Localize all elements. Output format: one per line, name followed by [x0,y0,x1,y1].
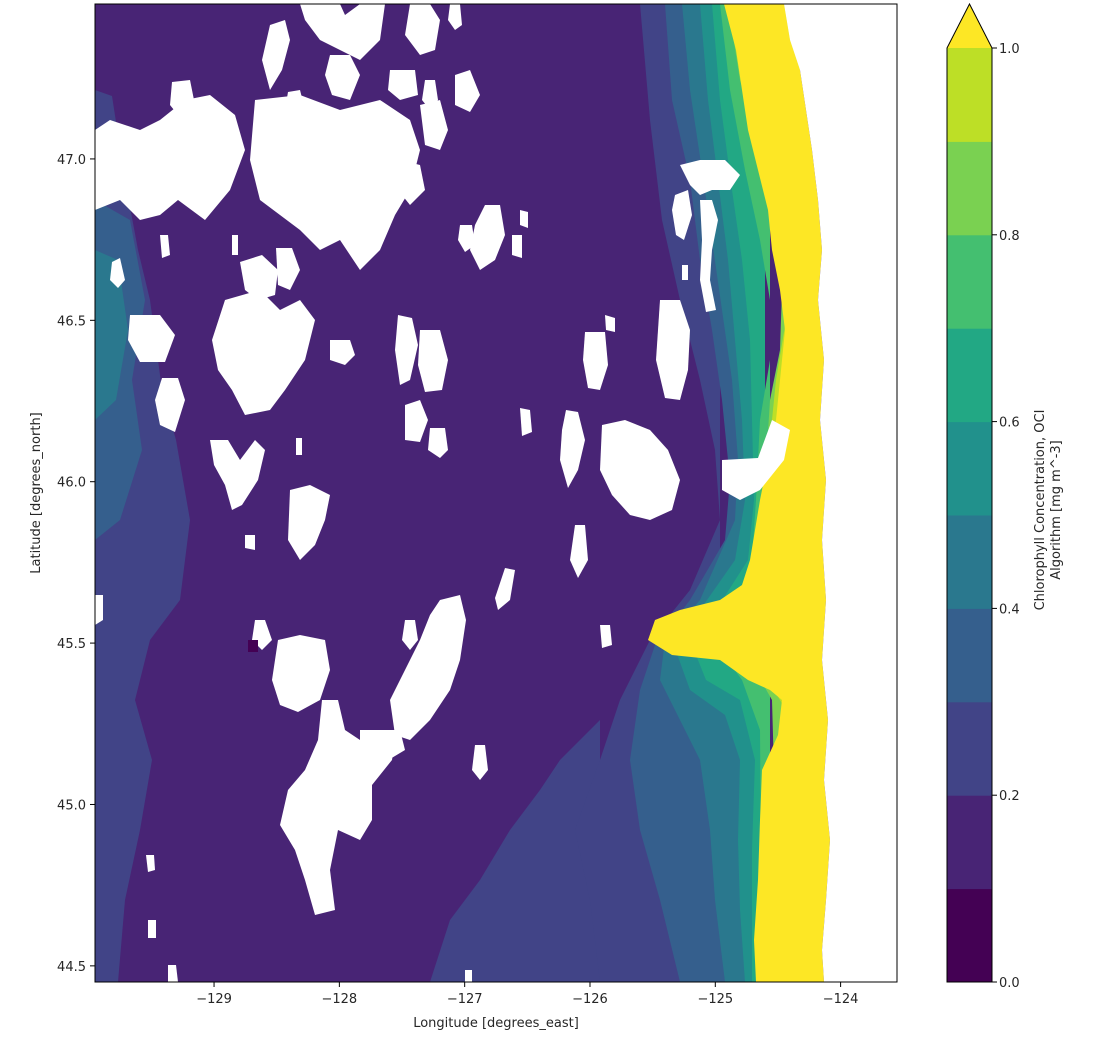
y-tick-label: 45.0 [57,798,86,813]
y-tick-label: 44.5 [57,960,86,975]
colorbar-tick-label: 0.0 [999,976,1020,991]
field-band-0.4-0.5-west [95,250,128,420]
colorbar-tick-label: 0.6 [999,416,1020,431]
colorbar [946,2,993,983]
colorbar-extend-triangle [947,4,992,48]
field-band-0.6-0.7-coast [690,4,765,982]
x-tick-label: −124 [823,992,859,1007]
colorbar-tick-label: 0.4 [999,602,1020,617]
colorbar-segment [947,234,992,329]
colorbar-segment [947,141,992,236]
field-band-over-1.0-coast [648,4,830,982]
colorbar-tick-label: 1.0 [999,42,1020,57]
colorbar-segment [947,701,992,796]
colorbar-label-line1: Chlorophyll Concentration, OCI [1033,410,1048,611]
colorbar-segment [947,888,992,983]
colorbar-segment [947,515,992,609]
colorbar-segment [947,795,992,890]
x-axis-label: Longitude [degrees_east] [413,1016,579,1031]
x-tick-label: −127 [447,992,483,1007]
colorbar-tick-label: 0.2 [999,789,1020,804]
y-tick-label: 46.5 [57,314,86,329]
y-tick-label: 47.0 [57,153,86,168]
plot-frame [94,3,898,983]
x-tick-label: −128 [322,992,358,1007]
x-tick-label: −125 [697,992,733,1007]
field-band-0.0-0.1-speck [248,640,258,652]
colorbar-tick-label: 0.8 [999,229,1020,244]
y-tick-label: 46.0 [57,476,86,491]
y-axis-label: Latitude [degrees_north] [29,412,44,573]
colorbar-segment [947,48,992,142]
y-tick-label: 45.5 [57,637,86,652]
x-axis: −129 −128 −127 −126 −125 −124 [196,982,858,1007]
field-band-0.5-0.6-coast [672,4,762,982]
colorbar-ticks: 0.0 0.2 0.4 0.6 0.8 1.0 [992,42,1020,991]
colorbar-segment [947,421,992,516]
land-no-data [784,4,897,982]
colorbar-label-line2: Algorithm [mg m^-3] [1049,440,1064,580]
colorbar-segment [947,608,992,703]
y-axis: 44.5 45.0 45.5 46.0 46.5 47.0 [57,153,95,975]
plot-area [95,4,897,982]
field-band-0.2-0.3-south [430,720,600,982]
colorbar-outline [946,2,993,983]
x-tick-label: −126 [572,992,608,1007]
x-tick-label: −129 [196,992,232,1007]
colorbar-segment [947,328,992,423]
missing-data-patches [95,4,790,982]
